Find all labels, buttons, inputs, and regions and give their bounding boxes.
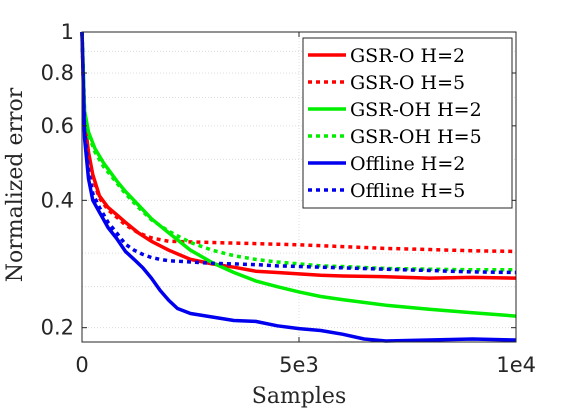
legend-label: GSR-O H=5 xyxy=(350,72,465,94)
series-line-1 xyxy=(80,31,517,280)
series-line-6 xyxy=(80,31,517,275)
series-line-3 xyxy=(80,31,517,318)
series-line-5 xyxy=(80,31,517,343)
series-lines xyxy=(80,31,517,343)
legend: GSR-O H=2 GSR-O H=5 GSR-OH H=2 GSR-OH H=5 Of… xyxy=(302,37,513,209)
legend-label: GSR-OH H=2 xyxy=(350,99,482,121)
x-tick-label: 5e3 xyxy=(279,353,319,377)
x-tick-label: 1e4 xyxy=(496,353,536,377)
series-line-4 xyxy=(80,31,516,272)
x-axis-ticks: 0 5e3 1e4 xyxy=(75,32,536,377)
legend-box xyxy=(302,37,513,209)
legend-label: GSR-OH H=5 xyxy=(350,126,482,148)
y-tick-label: 0.4 xyxy=(41,188,74,212)
y-axis-label: Normalized error xyxy=(3,87,28,282)
y-tick-label: 1 xyxy=(61,20,74,44)
x-axis-label: Samples xyxy=(252,384,346,409)
x-tick-label: 0 xyxy=(75,353,88,377)
legend-label: Offline H=2 xyxy=(350,153,465,175)
y-tick-label: 0.6 xyxy=(41,114,74,138)
y-tick-label: 0.2 xyxy=(41,316,74,340)
legend-label: Offline H=5 xyxy=(350,180,465,202)
legend-label: GSR-O H=2 xyxy=(350,45,465,67)
y-axis-ticks: 0.2 0.4 0.6 0.8 1 xyxy=(41,20,516,340)
y-tick-label: 0.8 xyxy=(41,61,74,85)
